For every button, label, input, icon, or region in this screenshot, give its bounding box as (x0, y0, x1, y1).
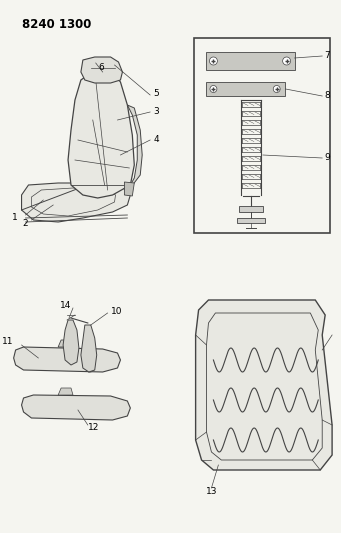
Text: 3: 3 (153, 107, 159, 116)
Polygon shape (124, 182, 134, 196)
Ellipse shape (273, 85, 280, 93)
Ellipse shape (283, 57, 291, 65)
Text: 5: 5 (153, 90, 159, 99)
Ellipse shape (209, 57, 217, 65)
Polygon shape (81, 57, 122, 83)
Polygon shape (58, 340, 75, 347)
Polygon shape (237, 218, 265, 223)
Bar (206, 82, 285, 96)
Text: 12: 12 (88, 424, 99, 432)
Polygon shape (68, 72, 134, 198)
Text: 8: 8 (324, 92, 330, 101)
Polygon shape (81, 325, 97, 372)
Polygon shape (239, 206, 263, 212)
Bar (48, 405, 57, 411)
Polygon shape (14, 347, 120, 372)
Polygon shape (21, 395, 130, 420)
Polygon shape (196, 300, 332, 470)
Text: 9: 9 (324, 152, 330, 161)
Text: 1: 1 (12, 214, 18, 222)
Text: 10: 10 (110, 308, 122, 317)
Ellipse shape (20, 358, 27, 362)
Text: 2: 2 (22, 219, 28, 228)
Bar (206, 52, 295, 70)
Bar (61, 405, 70, 411)
Polygon shape (58, 388, 73, 395)
Polygon shape (63, 320, 79, 365)
Ellipse shape (210, 85, 217, 93)
Text: 8240 1300: 8240 1300 (21, 18, 91, 31)
Bar (35, 405, 44, 411)
Ellipse shape (67, 356, 77, 364)
Ellipse shape (111, 406, 118, 410)
Ellipse shape (85, 364, 95, 372)
Polygon shape (128, 105, 142, 190)
Text: 7: 7 (324, 52, 330, 61)
Text: 11: 11 (2, 337, 14, 346)
Text: 13: 13 (206, 488, 217, 497)
Text: 6: 6 (99, 63, 104, 72)
Bar (194, 38, 330, 233)
Polygon shape (21, 183, 130, 222)
Text: 14: 14 (60, 301, 72, 310)
Text: 4: 4 (153, 134, 159, 143)
